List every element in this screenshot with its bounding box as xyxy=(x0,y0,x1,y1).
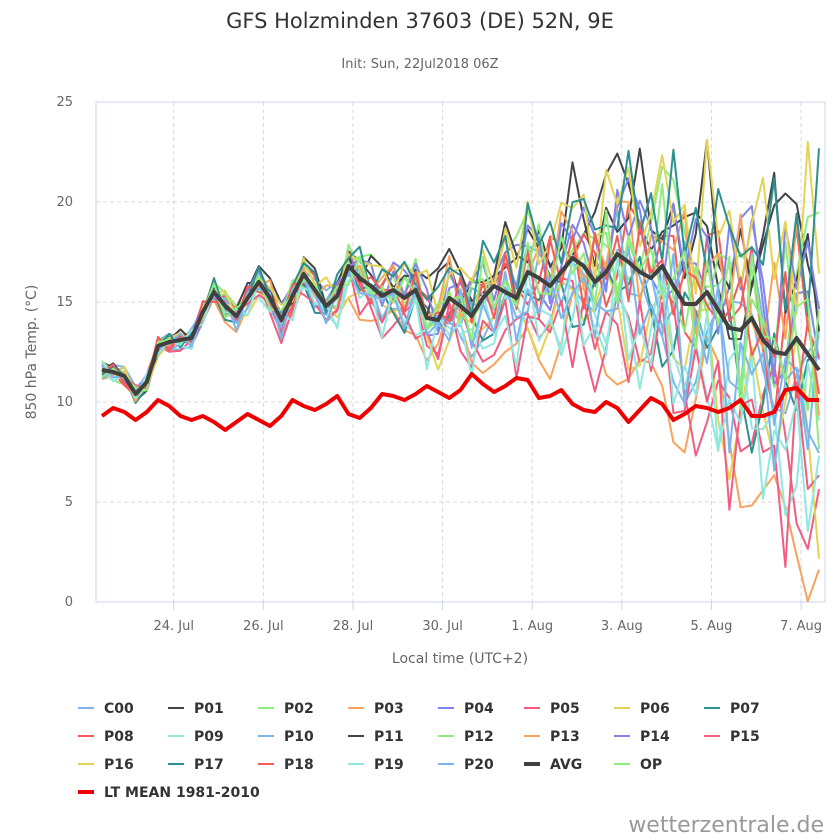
x-tick-label: 1. Aug xyxy=(511,619,553,634)
legend-label: C00 xyxy=(104,701,134,717)
plot-frame xyxy=(95,101,826,603)
legend: C00 P01 P02 P03 P04 P05 P06 P07 P08 P09 P10 P11 P12 P… xyxy=(78,701,760,801)
x-tick-label: 28. Jul xyxy=(333,619,374,634)
legend-label: P17 xyxy=(194,757,224,773)
series-line-avg[interactable] xyxy=(101,252,821,396)
legend-label: P07 xyxy=(730,701,760,717)
legend-item-p12[interactable]: P12 xyxy=(438,729,494,745)
x-axis: 24. Jul 26. Jul 28. Jul 30. Jul 1. Aug 3. Aug… xyxy=(153,602,822,634)
legend-item-p19[interactable]: P19 xyxy=(348,757,404,773)
legend-item-p16[interactable]: P16 xyxy=(78,757,134,773)
legend-item-p05[interactable]: P05 xyxy=(524,701,580,717)
legend-label: P15 xyxy=(730,729,760,745)
legend-item-p02[interactable]: P02 xyxy=(258,701,314,717)
x-tick-label: 24. Jul xyxy=(153,619,194,634)
series-line-p16[interactable] xyxy=(101,138,820,400)
legend-item-p18[interactable]: P18 xyxy=(258,757,314,773)
x-tick-label: 5. Aug xyxy=(690,619,732,634)
y-tick-label: 25 xyxy=(56,95,73,110)
legend-item-p14[interactable]: P14 xyxy=(614,729,670,745)
legend-label: P02 xyxy=(284,701,314,717)
legend-label: P01 xyxy=(194,701,224,717)
legend-label: P12 xyxy=(464,729,494,745)
chart-title: GFS Holzminden 37603 (DE) 52N, 9E xyxy=(226,9,614,33)
legend-item-p13[interactable]: P13 xyxy=(524,729,580,745)
legend-item-p07[interactable]: P07 xyxy=(704,701,760,717)
legend-item-p15[interactable]: P15 xyxy=(704,729,760,745)
y-axis-title: 850 hPa Temp. (°C) xyxy=(24,285,40,420)
legend-label: P03 xyxy=(374,701,404,717)
y-tick-label: 20 xyxy=(56,195,73,210)
y-tick-label: 5 xyxy=(65,495,73,510)
series-line-p20[interactable] xyxy=(101,246,820,472)
legend-label: P05 xyxy=(550,701,580,717)
legend-item-p20[interactable]: P20 xyxy=(438,757,494,773)
legend-label: P18 xyxy=(284,757,314,773)
legend-label: P04 xyxy=(464,701,494,717)
series-line-op[interactable] xyxy=(101,209,820,450)
x-tick-label: 30. Jul xyxy=(422,619,463,634)
series-line-lt-mean[interactable] xyxy=(100,372,819,432)
y-axis: 0 5 10 15 20 25 xyxy=(56,95,73,610)
legend-item-p08[interactable]: P08 xyxy=(78,729,134,745)
legend-label: P16 xyxy=(104,757,134,773)
y-tick-label: 10 xyxy=(56,395,73,410)
legend-label: P13 xyxy=(550,729,580,745)
x-tick-label: 7. Aug xyxy=(780,619,822,634)
legend-item-p04[interactable]: P04 xyxy=(438,701,494,717)
legend-label: P06 xyxy=(640,701,670,717)
series-layer xyxy=(100,138,821,603)
chart-subtitle: Init: Sun, 22Jul2018 06Z xyxy=(341,57,498,72)
legend-item-avg[interactable]: AVG xyxy=(524,757,582,773)
legend-item-p09[interactable]: P09 xyxy=(168,729,224,745)
y-tick-label: 15 xyxy=(56,295,73,310)
legend-item-p11[interactable]: P11 xyxy=(348,729,404,745)
credit-text[interactable]: wetterzentrale.de xyxy=(628,813,824,838)
x-tick-label: 26. Jul xyxy=(243,619,284,634)
legend-item-op[interactable]: OP xyxy=(614,757,662,773)
legend-label: AVG xyxy=(550,757,582,773)
legend-label: P14 xyxy=(640,729,670,745)
legend-item-p01[interactable]: P01 xyxy=(168,701,224,717)
legend-item-p10[interactable]: P10 xyxy=(258,729,314,745)
x-tick-label: 3. Aug xyxy=(601,619,643,634)
legend-label: P09 xyxy=(194,729,224,745)
legend-label: P11 xyxy=(374,729,404,745)
x-axis-title: Local time (UTC+2) xyxy=(392,651,528,667)
legend-item-p03[interactable]: P03 xyxy=(348,701,404,717)
legend-label: P10 xyxy=(284,729,314,745)
legend-label: OP xyxy=(640,757,662,773)
legend-item-p06[interactable]: P06 xyxy=(614,701,670,717)
y-tick-label: 0 xyxy=(65,595,73,610)
legend-label: LT MEAN 1981-2010 xyxy=(104,785,260,801)
legend-label: P08 xyxy=(104,729,134,745)
legend-label: P19 xyxy=(374,757,404,773)
legend-item-p17[interactable]: P17 xyxy=(168,757,224,773)
legend-label: P20 xyxy=(464,757,494,773)
legend-item-c00[interactable]: C00 xyxy=(78,701,134,717)
legend-item-lt-mean-1981-2010[interactable]: LT MEAN 1981-2010 xyxy=(78,785,260,801)
